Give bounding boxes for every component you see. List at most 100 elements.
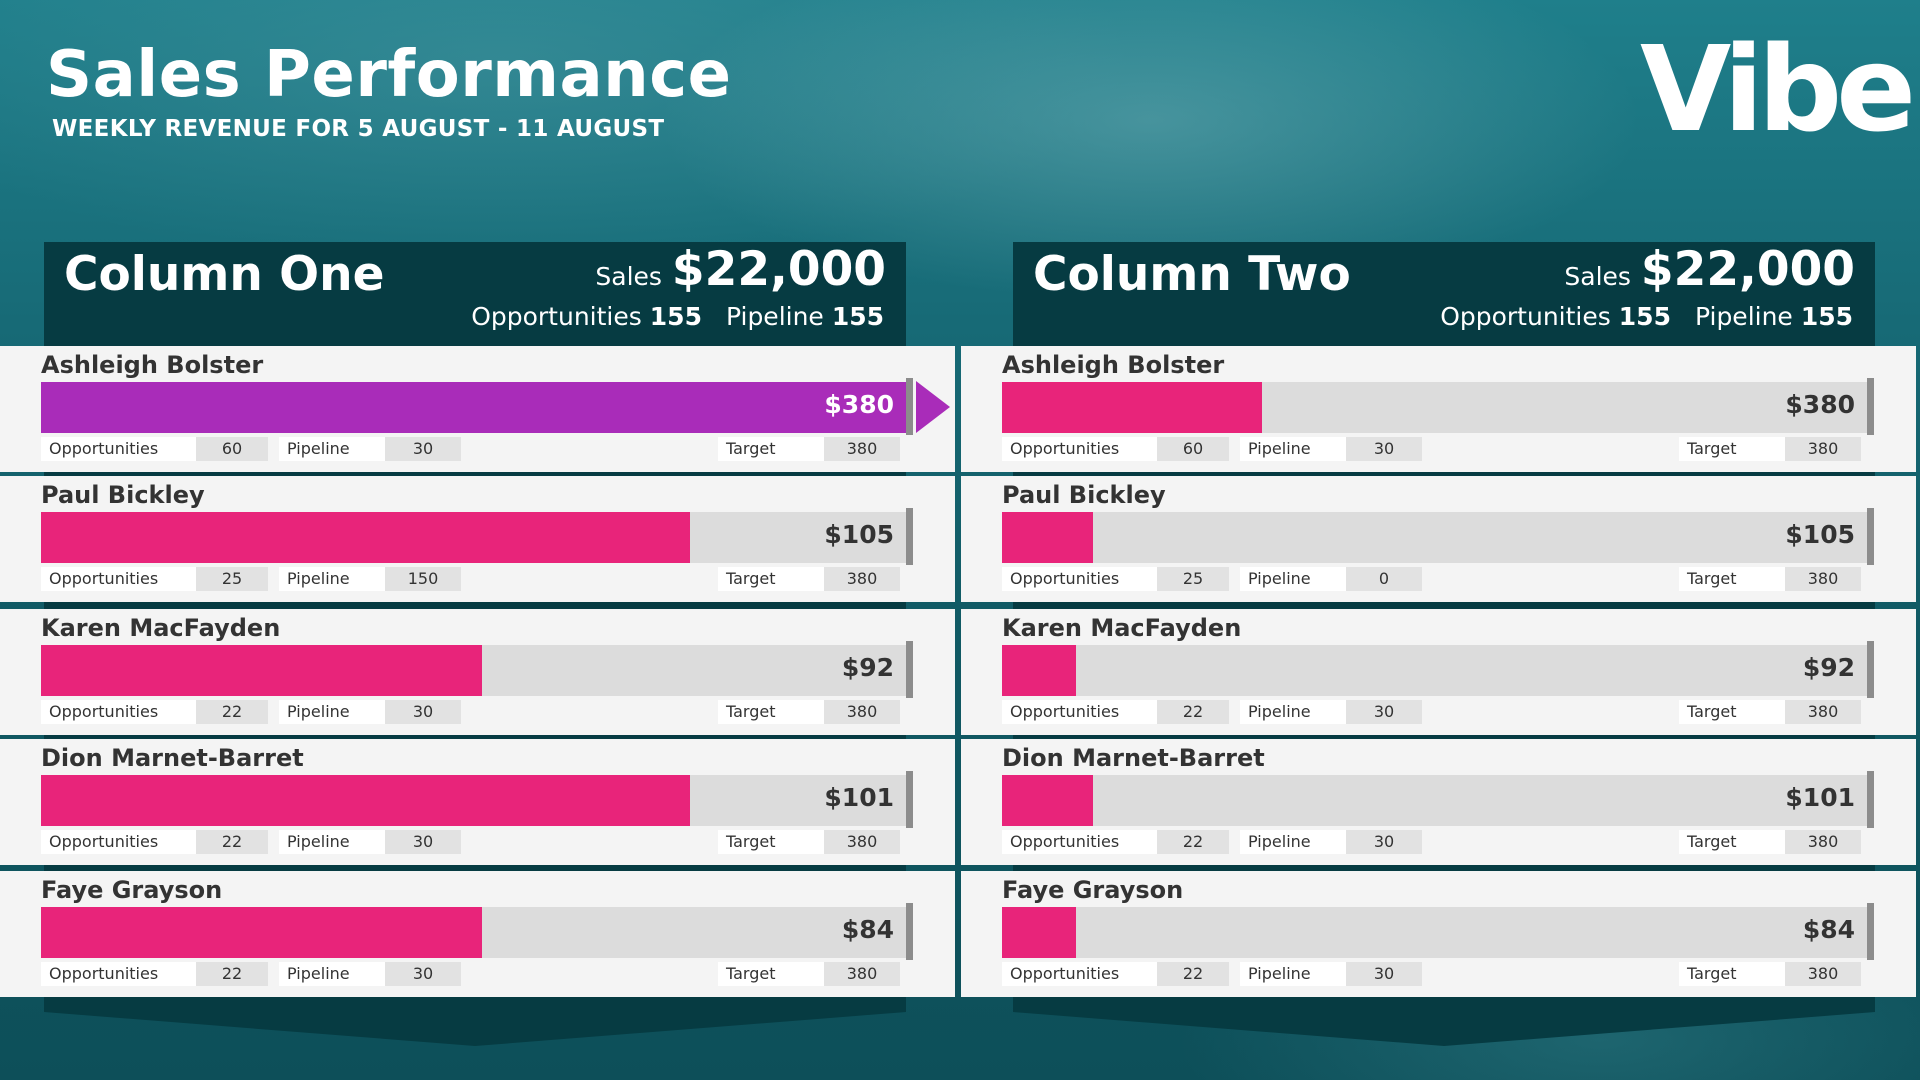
salesperson-name: Karen MacFayden — [41, 614, 281, 642]
salesperson-name: Paul Bickley — [1002, 481, 1166, 509]
progress-track: $105 — [1002, 512, 1867, 563]
progress-track: $84 — [1002, 907, 1867, 958]
column-stats: Opportunities 155 Pipeline 155 — [1440, 302, 1853, 331]
progress-fill — [1002, 645, 1076, 696]
progress-track: $380 — [1002, 382, 1867, 433]
salesperson-row[interactable]: Faye Grayson $84 Opportunities 22 Pipeline 30… — [0, 871, 955, 997]
opportunities-value: 155 — [1618, 302, 1671, 331]
pipeline-value: 150 — [385, 567, 461, 591]
opportunities-value: 22 — [196, 830, 268, 854]
pipeline-value: 30 — [1346, 437, 1422, 461]
column-stats: Opportunities 155 Pipeline 155 — [471, 302, 884, 331]
opportunities-label: Opportunities — [41, 437, 196, 461]
progress-track: $92 — [41, 645, 906, 696]
revenue-amount: $101 — [1785, 783, 1855, 812]
salesperson-row[interactable]: Ashleigh Bolster $380 Opportunities 60 Pipel… — [961, 346, 1916, 472]
revenue-amount: $92 — [1802, 653, 1855, 682]
pipeline-value: 30 — [1346, 830, 1422, 854]
salesperson-row[interactable]: Dion Marnet-Barret $101 Opportunities 22 Pip… — [0, 739, 955, 865]
target-marker — [906, 378, 913, 435]
page-title: Sales Performance — [46, 38, 732, 112]
pipeline-value: 30 — [385, 962, 461, 986]
target-label: Target — [1679, 437, 1785, 461]
salesperson-name: Faye Grayson — [1002, 876, 1184, 904]
salesperson-row[interactable]: Ashleigh Bolster $380 Opportunities 60 Pipel… — [0, 346, 955, 472]
sales-value: $22,000 — [671, 242, 886, 297]
opportunities-label: Opportunities — [41, 830, 196, 854]
target-label: Target — [718, 700, 824, 724]
pipeline-label: Pipeline — [1240, 830, 1346, 854]
progress-track: $84 — [41, 907, 906, 958]
opportunities-value: 60 — [1157, 437, 1229, 461]
progress-fill — [41, 907, 482, 958]
target-marker — [1867, 771, 1874, 828]
revenue-amount: $105 — [824, 520, 894, 549]
revenue-amount: $84 — [841, 915, 894, 944]
target-value: 380 — [1785, 700, 1861, 724]
target-value: 380 — [824, 700, 900, 724]
opportunities-label: Opportunities — [1002, 437, 1157, 461]
opportunities-label: Opportunities — [471, 302, 642, 331]
revenue-amount: $84 — [1802, 915, 1855, 944]
target-value: 380 — [824, 437, 900, 461]
target-reached-arrow-icon — [916, 381, 950, 433]
target-value: 380 — [1785, 567, 1861, 591]
salesperson-row[interactable]: Paul Bickley $105 Opportunities 25 Pipeline 1… — [0, 476, 955, 602]
progress-track: $101 — [1002, 775, 1867, 826]
page-subtitle: WEEKLY REVENUE FOR 5 AUGUST - 11 AUGUST — [52, 116, 665, 142]
progress-fill — [1002, 775, 1093, 826]
target-value: 380 — [824, 567, 900, 591]
pipeline-value: 30 — [385, 830, 461, 854]
pipeline-value: 30 — [1346, 962, 1422, 986]
salesperson-row[interactable]: Faye Grayson $84 Opportunities 22 Pipeline 30… — [961, 871, 1916, 997]
pipeline-label: Pipeline — [1694, 302, 1793, 331]
pipeline-value: 30 — [385, 700, 461, 724]
pipeline-value: 155 — [831, 302, 884, 331]
salesperson-row[interactable]: Karen MacFayden $92 Opportunities 22 Pipelin… — [0, 609, 955, 735]
opportunities-label: Opportunities — [1002, 962, 1157, 986]
target-label: Target — [718, 830, 824, 854]
target-label: Target — [1679, 567, 1785, 591]
target-marker — [1867, 903, 1874, 960]
pipeline-label: Pipeline — [279, 567, 385, 591]
target-marker — [1867, 641, 1874, 698]
progress-fill — [41, 512, 690, 563]
pipeline-value: 0 — [1346, 567, 1422, 591]
column-header: Column Two Sales $22,000 Opportunities 155 Pi… — [1013, 242, 1875, 346]
opportunities-value: 22 — [1157, 700, 1229, 724]
sales-value: $22,000 — [1640, 242, 1855, 297]
sales-label: Sales — [595, 262, 662, 291]
salesperson-row[interactable]: Paul Bickley $105 Opportunities 25 Pipeline 0… — [961, 476, 1916, 602]
target-label: Target — [1679, 700, 1785, 724]
target-value: 380 — [1785, 437, 1861, 461]
opportunities-value: 155 — [649, 302, 702, 331]
target-marker — [906, 903, 913, 960]
column-sales: Sales $22,000 — [595, 242, 886, 297]
opportunities-value: 25 — [196, 567, 268, 591]
target-label: Target — [718, 567, 824, 591]
target-marker — [1867, 508, 1874, 565]
salesperson-row[interactable]: Dion Marnet-Barret $101 Opportunities 22 Pip… — [961, 739, 1916, 865]
target-label: Target — [1679, 830, 1785, 854]
pipeline-label: Pipeline — [1240, 437, 1346, 461]
pipeline-label: Pipeline — [279, 962, 385, 986]
pipeline-label: Pipeline — [725, 302, 824, 331]
opportunities-label: Opportunities — [1002, 700, 1157, 724]
progress-fill — [1002, 382, 1262, 433]
progress-fill — [41, 775, 690, 826]
column-header: Column One Sales $22,000 Opportunities 155 Pi… — [44, 242, 906, 346]
opportunities-label: Opportunities — [1002, 830, 1157, 854]
opportunities-value: 25 — [1157, 567, 1229, 591]
salesperson-name: Karen MacFayden — [1002, 614, 1242, 642]
salesperson-name: Paul Bickley — [41, 481, 205, 509]
opportunities-label: Opportunities — [1002, 567, 1157, 591]
opportunities-label: Opportunities — [41, 700, 196, 724]
salesperson-row[interactable]: Karen MacFayden $92 Opportunities 22 Pipelin… — [961, 609, 1916, 735]
progress-fill — [1002, 512, 1093, 563]
pipeline-label: Pipeline — [279, 700, 385, 724]
revenue-amount: $380 — [824, 390, 894, 419]
salesperson-name: Ashleigh Bolster — [41, 351, 264, 379]
revenue-amount: $101 — [824, 783, 894, 812]
progress-fill — [41, 382, 906, 433]
target-marker — [906, 508, 913, 565]
